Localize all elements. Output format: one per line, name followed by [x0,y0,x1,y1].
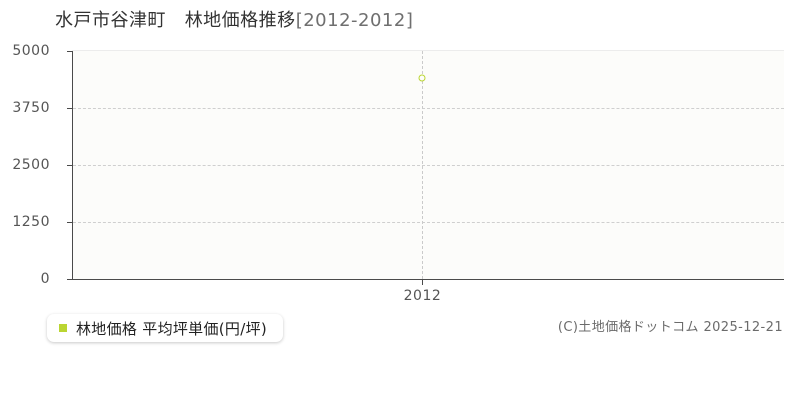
y-axis-tick [67,279,73,280]
x-axis-label: 2012 [403,288,442,304]
copyright-text: (C)土地価格ドットコム 2025-12-21 [557,320,783,335]
gridline-horizontal [73,222,784,223]
legend-swatch-icon [59,324,67,332]
y-axis-tick [67,222,73,223]
y-axis-label: 1250 [12,214,50,230]
chart-legend[interactable]: 林地価格 平均坪単価(円/坪) [47,314,284,342]
y-axis-tick [67,108,73,109]
title-metric: 林地価格推移 [184,10,296,31]
gridline-vertical [422,51,424,279]
legend-item-label: 林地価格 平均坪単価(円/坪) [76,319,268,338]
title-place: 水戸市谷津町 [55,10,166,31]
plot-top-border [72,50,784,51]
y-axis-label: 2500 [12,157,50,173]
y-axis-tick [67,51,73,52]
title-range: [2012-2012] [295,10,414,31]
plot-area: 5000 3750 2500 1250 0 2012 [12,43,784,304]
x-axis-tick [422,279,424,285]
gridline-horizontal [73,108,784,109]
y-axis-label: 5000 [12,43,50,59]
y-axis-label: 0 [40,271,50,287]
page-title: 水戸市谷津町 林地価格推移[2012-2012] [55,6,413,32]
gridline-horizontal [73,165,784,166]
y-axis-tick [67,165,73,166]
y-axis-label: 3750 [12,100,50,116]
data-point-marker[interactable] [418,74,426,82]
